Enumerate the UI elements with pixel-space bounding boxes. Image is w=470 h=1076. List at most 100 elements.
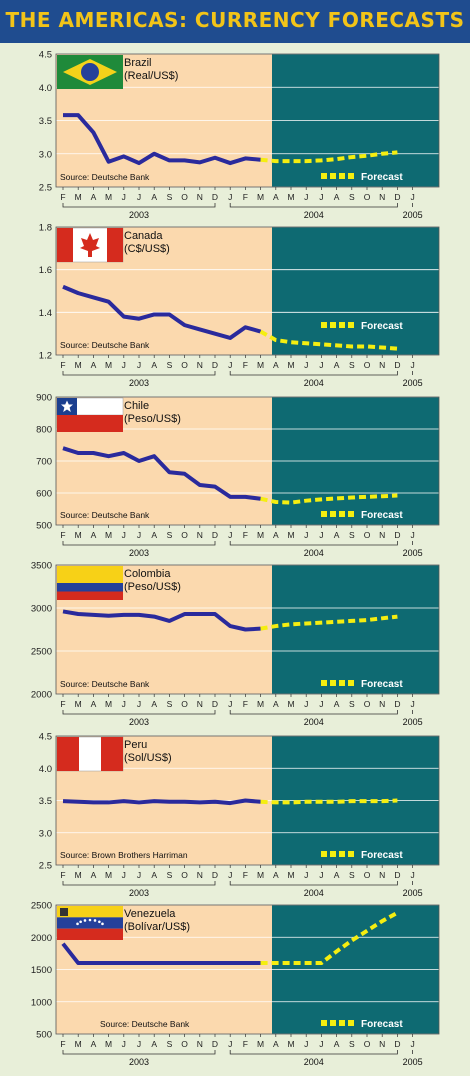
year-bracket	[229, 1050, 398, 1055]
y-tick-label: 3.0	[39, 828, 52, 839]
source-label: Source: Deutsche Bank	[60, 340, 150, 350]
flag-globe	[81, 63, 99, 81]
chart-chile: 900 800 700 600 500 Chile(Peso/US$) Source: De…	[36, 393, 440, 558]
forecast-series-line	[260, 910, 399, 966]
month-label: M	[257, 360, 264, 370]
month-label: N	[197, 530, 203, 540]
month-label: M	[75, 870, 82, 880]
month-label: M	[105, 360, 112, 370]
y-tick-label: 2.5	[39, 183, 52, 194]
page-title: THE AMERICAS: CURRENCY FORECASTS	[5, 8, 465, 32]
year-label: 2003	[129, 378, 149, 388]
month-label: A	[273, 360, 279, 370]
month-label: J	[122, 870, 126, 880]
star-icon	[79, 920, 82, 924]
month-label: M	[75, 530, 82, 540]
year-label: 2004	[304, 210, 324, 220]
year-label: 2005	[403, 548, 423, 558]
month-label: A	[91, 530, 97, 540]
y-tick-label: 500	[36, 1030, 52, 1041]
coat-of-arms-icon	[60, 908, 68, 916]
month-label: J	[122, 530, 126, 540]
flag-red	[57, 928, 123, 940]
month-label: J	[122, 699, 126, 709]
year-label: 2003	[129, 717, 149, 727]
y-tick-label: 4.5	[39, 732, 52, 743]
month-label: F	[243, 1039, 248, 1049]
month-label: A	[151, 192, 157, 202]
forecast-panel	[272, 227, 439, 355]
year-label: 2005	[403, 1057, 423, 1067]
forecast-legend-label: Forecast	[361, 321, 403, 332]
month-label: D	[212, 1039, 218, 1049]
unit-label: (Bolívar/US$)	[124, 921, 190, 933]
month-label: M	[287, 530, 294, 540]
source-label: Source: Deutsche Bank	[60, 172, 150, 182]
y-tick-label: 2000	[31, 690, 52, 701]
month-label: O	[364, 699, 371, 709]
y-tick-label: 1500	[31, 965, 52, 976]
month-label: J	[319, 870, 323, 880]
country-label: Chile	[124, 400, 149, 412]
forecast-panel	[272, 565, 439, 694]
month-label: J	[137, 699, 141, 709]
month-label: A	[91, 699, 97, 709]
year-bracket	[229, 371, 398, 376]
month-label: J	[228, 360, 232, 370]
month-label: A	[151, 870, 157, 880]
month-label: F	[60, 1039, 65, 1049]
month-label: N	[197, 192, 203, 202]
month-label: D	[394, 699, 400, 709]
actual-series-line	[61, 942, 261, 966]
month-label: A	[91, 1039, 97, 1049]
month-label: F	[243, 699, 248, 709]
year-bracket	[229, 203, 398, 208]
month-label: M	[287, 870, 294, 880]
y-tick-label: 4.0	[39, 83, 52, 94]
actual-series-line	[62, 798, 261, 806]
y-tick-label: 4.5	[39, 50, 52, 61]
star-icon	[83, 919, 87, 922]
country-label: Colombia	[124, 568, 171, 580]
year-label: 2004	[304, 1057, 324, 1067]
forecast-series-line	[260, 798, 398, 805]
star-icon	[93, 919, 97, 922]
month-label: N	[379, 1039, 385, 1049]
month-label: S	[349, 192, 355, 202]
forecast-series-line	[260, 150, 398, 164]
source-label: Source: Deutsche Bank	[100, 1019, 190, 1029]
year-label: 2005	[403, 378, 423, 388]
month-label: J	[410, 360, 414, 370]
plot-border	[55, 904, 440, 1035]
month-label: J	[304, 699, 308, 709]
month-label: A	[334, 192, 340, 202]
y-tick-label: 3.0	[39, 149, 52, 160]
title-bar: THE AMERICAS: CURRENCY FORECASTS	[0, 0, 470, 43]
month-label: A	[91, 360, 97, 370]
flag-band-left	[57, 228, 73, 262]
month-label: N	[197, 1039, 203, 1049]
month-label: A	[334, 530, 340, 540]
month-label: D	[394, 360, 400, 370]
y-tick-label: 2500	[31, 647, 52, 658]
month-label: A	[334, 870, 340, 880]
month-label: O	[181, 360, 188, 370]
y-tick-label: 1.6	[39, 265, 52, 276]
month-label: J	[228, 870, 232, 880]
month-label: F	[60, 360, 65, 370]
month-label: J	[319, 1039, 323, 1049]
month-label: M	[287, 1039, 294, 1049]
month-label: S	[167, 1039, 173, 1049]
flag-band-right	[107, 228, 123, 262]
month-label: O	[181, 1039, 188, 1049]
chart-peru: 4.5 4.0 3.5 3.0 2.5 Peru(Sol/US$) Source: Brow…	[39, 732, 440, 898]
month-label: O	[364, 530, 371, 540]
month-label: M	[105, 530, 112, 540]
month-label: M	[287, 192, 294, 202]
month-label: A	[273, 1039, 279, 1049]
country-label: Canada	[124, 230, 163, 242]
month-label: O	[181, 530, 188, 540]
month-label: M	[257, 870, 264, 880]
month-label: A	[273, 192, 279, 202]
maple-leaf-icon	[80, 233, 100, 257]
